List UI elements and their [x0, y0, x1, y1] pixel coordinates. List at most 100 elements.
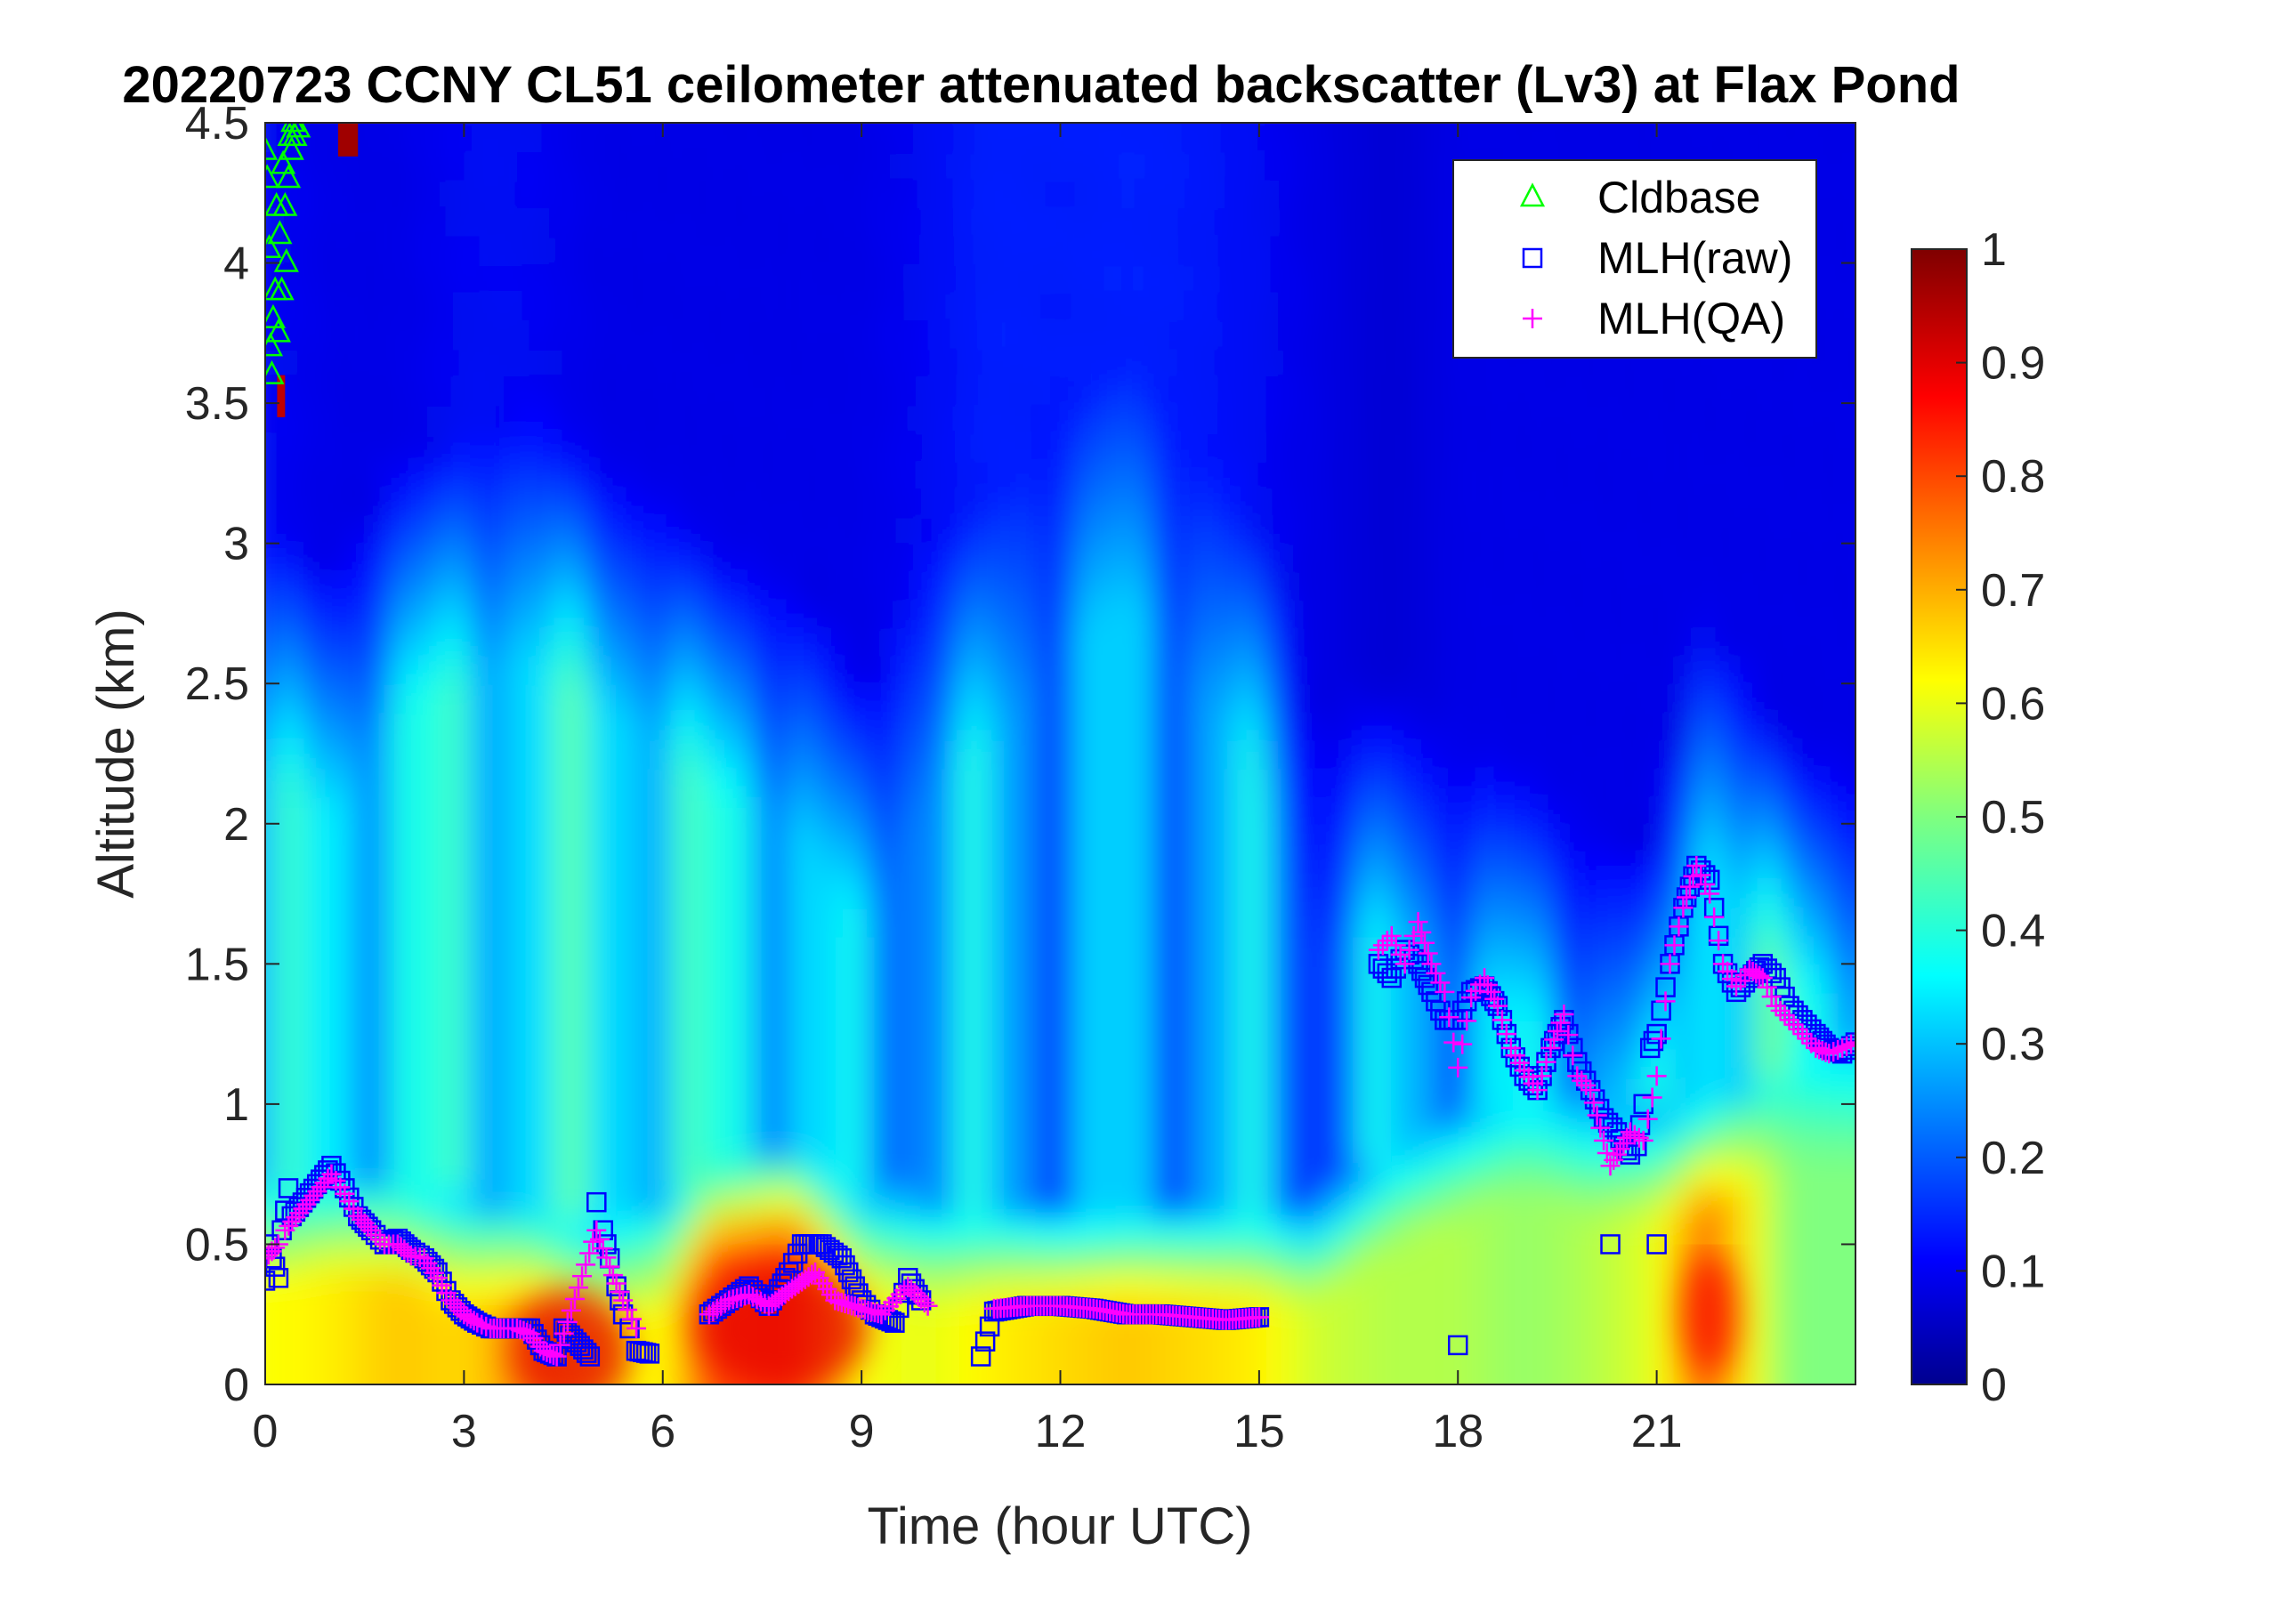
heatmap-cell	[967, 879, 982, 909]
heatmap-cell	[450, 991, 465, 1021]
heatmap-cell	[610, 935, 625, 965]
heatmap-cell	[1113, 1047, 1128, 1077]
heatmap-cell	[516, 543, 532, 573]
heatmap-cell	[358, 150, 373, 181]
heatmap-cell	[1100, 1132, 1115, 1162]
heatmap-cell	[808, 627, 823, 658]
heatmap-cell	[635, 291, 651, 321]
heatmap-cell	[808, 123, 823, 153]
heatmap-cell	[1325, 908, 1340, 938]
heatmap-cell	[623, 1103, 638, 1134]
heatmap-cell	[238, 1272, 253, 1302]
heatmap-cell	[1285, 655, 1301, 685]
heatmap-cell	[490, 851, 505, 882]
heatmap-cell	[1378, 375, 1394, 405]
heatmap-cell	[424, 262, 440, 293]
heatmap-cell	[304, 823, 320, 853]
heatmap-cell	[291, 851, 307, 882]
heatmap-cell	[1484, 767, 1500, 797]
heatmap-cell	[583, 347, 598, 377]
heatmap-cell	[1471, 375, 1486, 405]
heatmap-cell	[821, 459, 837, 489]
heatmap-cell	[901, 571, 917, 601]
heatmap-cell	[1113, 599, 1128, 629]
heatmap-cell	[675, 1103, 691, 1134]
heatmap-cell	[1113, 1020, 1128, 1050]
heatmap-cell	[781, 262, 797, 293]
heatmap-cell	[610, 150, 625, 181]
heatmap-cell	[981, 851, 996, 882]
heatmap-cell	[1007, 879, 1023, 909]
heatmap-cell	[1139, 767, 1155, 797]
heatmap-cell	[1192, 459, 1208, 489]
heatmap-cell	[490, 1244, 505, 1274]
heatmap-cell	[1484, 487, 1500, 517]
heatmap-cell	[755, 627, 771, 658]
heatmap-cell	[331, 431, 346, 461]
heatmap-cell	[635, 543, 651, 573]
heatmap-cell	[516, 262, 532, 293]
heatmap-cell	[1405, 1384, 1419, 1414]
heatmap-cell	[397, 487, 413, 517]
heatmap-cell	[543, 291, 559, 321]
heatmap-cell	[994, 403, 1009, 433]
heatmap-cell	[318, 1356, 333, 1384]
heatmap-cell	[1060, 123, 1075, 153]
heatmap-cell	[928, 1384, 942, 1414]
heatmap-cell	[1233, 1215, 1248, 1246]
heatmap-cell	[464, 1356, 479, 1384]
heatmap-cell	[1444, 1188, 1459, 1218]
heatmap-cell	[742, 262, 757, 293]
heatmap-cell	[570, 655, 585, 685]
heatmap-cell	[344, 459, 360, 489]
heatmap-cell	[516, 767, 532, 797]
heatmap-cell	[1033, 851, 1049, 882]
heatmap-cell	[424, 627, 440, 658]
heatmap-cell	[543, 150, 559, 181]
heatmap-cell	[1298, 375, 1314, 405]
heatmap-cell	[1139, 403, 1155, 433]
heatmap-cell	[610, 403, 625, 433]
heatmap-cell	[1020, 599, 1036, 629]
heatmap-cell	[689, 851, 704, 882]
heatmap-cell	[675, 711, 691, 741]
heatmap-cell	[437, 206, 452, 237]
heatmap-cell	[1325, 347, 1340, 377]
heatmap-cell	[967, 1103, 982, 1134]
heatmap-cell	[1007, 1020, 1023, 1050]
heatmap-cell	[914, 1328, 930, 1358]
heatmap-cell	[994, 599, 1009, 629]
heatmap-cell	[1258, 262, 1274, 293]
heatmap-cell	[1312, 1047, 1327, 1077]
heatmap-cell	[424, 543, 440, 573]
heatmap-cell	[1338, 1356, 1354, 1384]
heatmap-cell	[304, 964, 320, 994]
heatmap-cell	[1206, 739, 1221, 770]
heatmap-cell	[1471, 1244, 1486, 1274]
heatmap-cell	[1312, 1188, 1327, 1218]
heatmap-cell	[424, 431, 440, 461]
heatmap-cell	[358, 403, 373, 433]
heatmap-cell	[901, 795, 917, 826]
heatmap-cell	[1352, 823, 1367, 853]
heatmap-cell	[1510, 795, 1526, 826]
heatmap-cell	[808, 375, 823, 405]
heatmap-cell	[1285, 627, 1301, 658]
heatmap-cell	[729, 1188, 744, 1218]
heatmap-cell	[1365, 683, 1380, 714]
heatmap-cell	[583, 851, 598, 882]
heatmap-cell	[516, 823, 532, 853]
heatmap-cell	[318, 991, 333, 1021]
heatmap-cell	[371, 627, 386, 658]
heatmap-cell	[1404, 150, 1420, 181]
heatmap-cell	[1206, 851, 1221, 882]
heatmap-cell	[941, 1300, 956, 1330]
heatmap-cell	[1272, 571, 1288, 601]
heatmap-cell	[384, 1188, 400, 1218]
heatmap-cell	[1233, 1076, 1248, 1106]
heatmap-cell	[1007, 319, 1023, 349]
heatmap-cell	[835, 571, 850, 601]
heatmap-cell	[967, 571, 982, 601]
heatmap-cell	[424, 347, 440, 377]
heatmap-cell	[1272, 795, 1288, 826]
